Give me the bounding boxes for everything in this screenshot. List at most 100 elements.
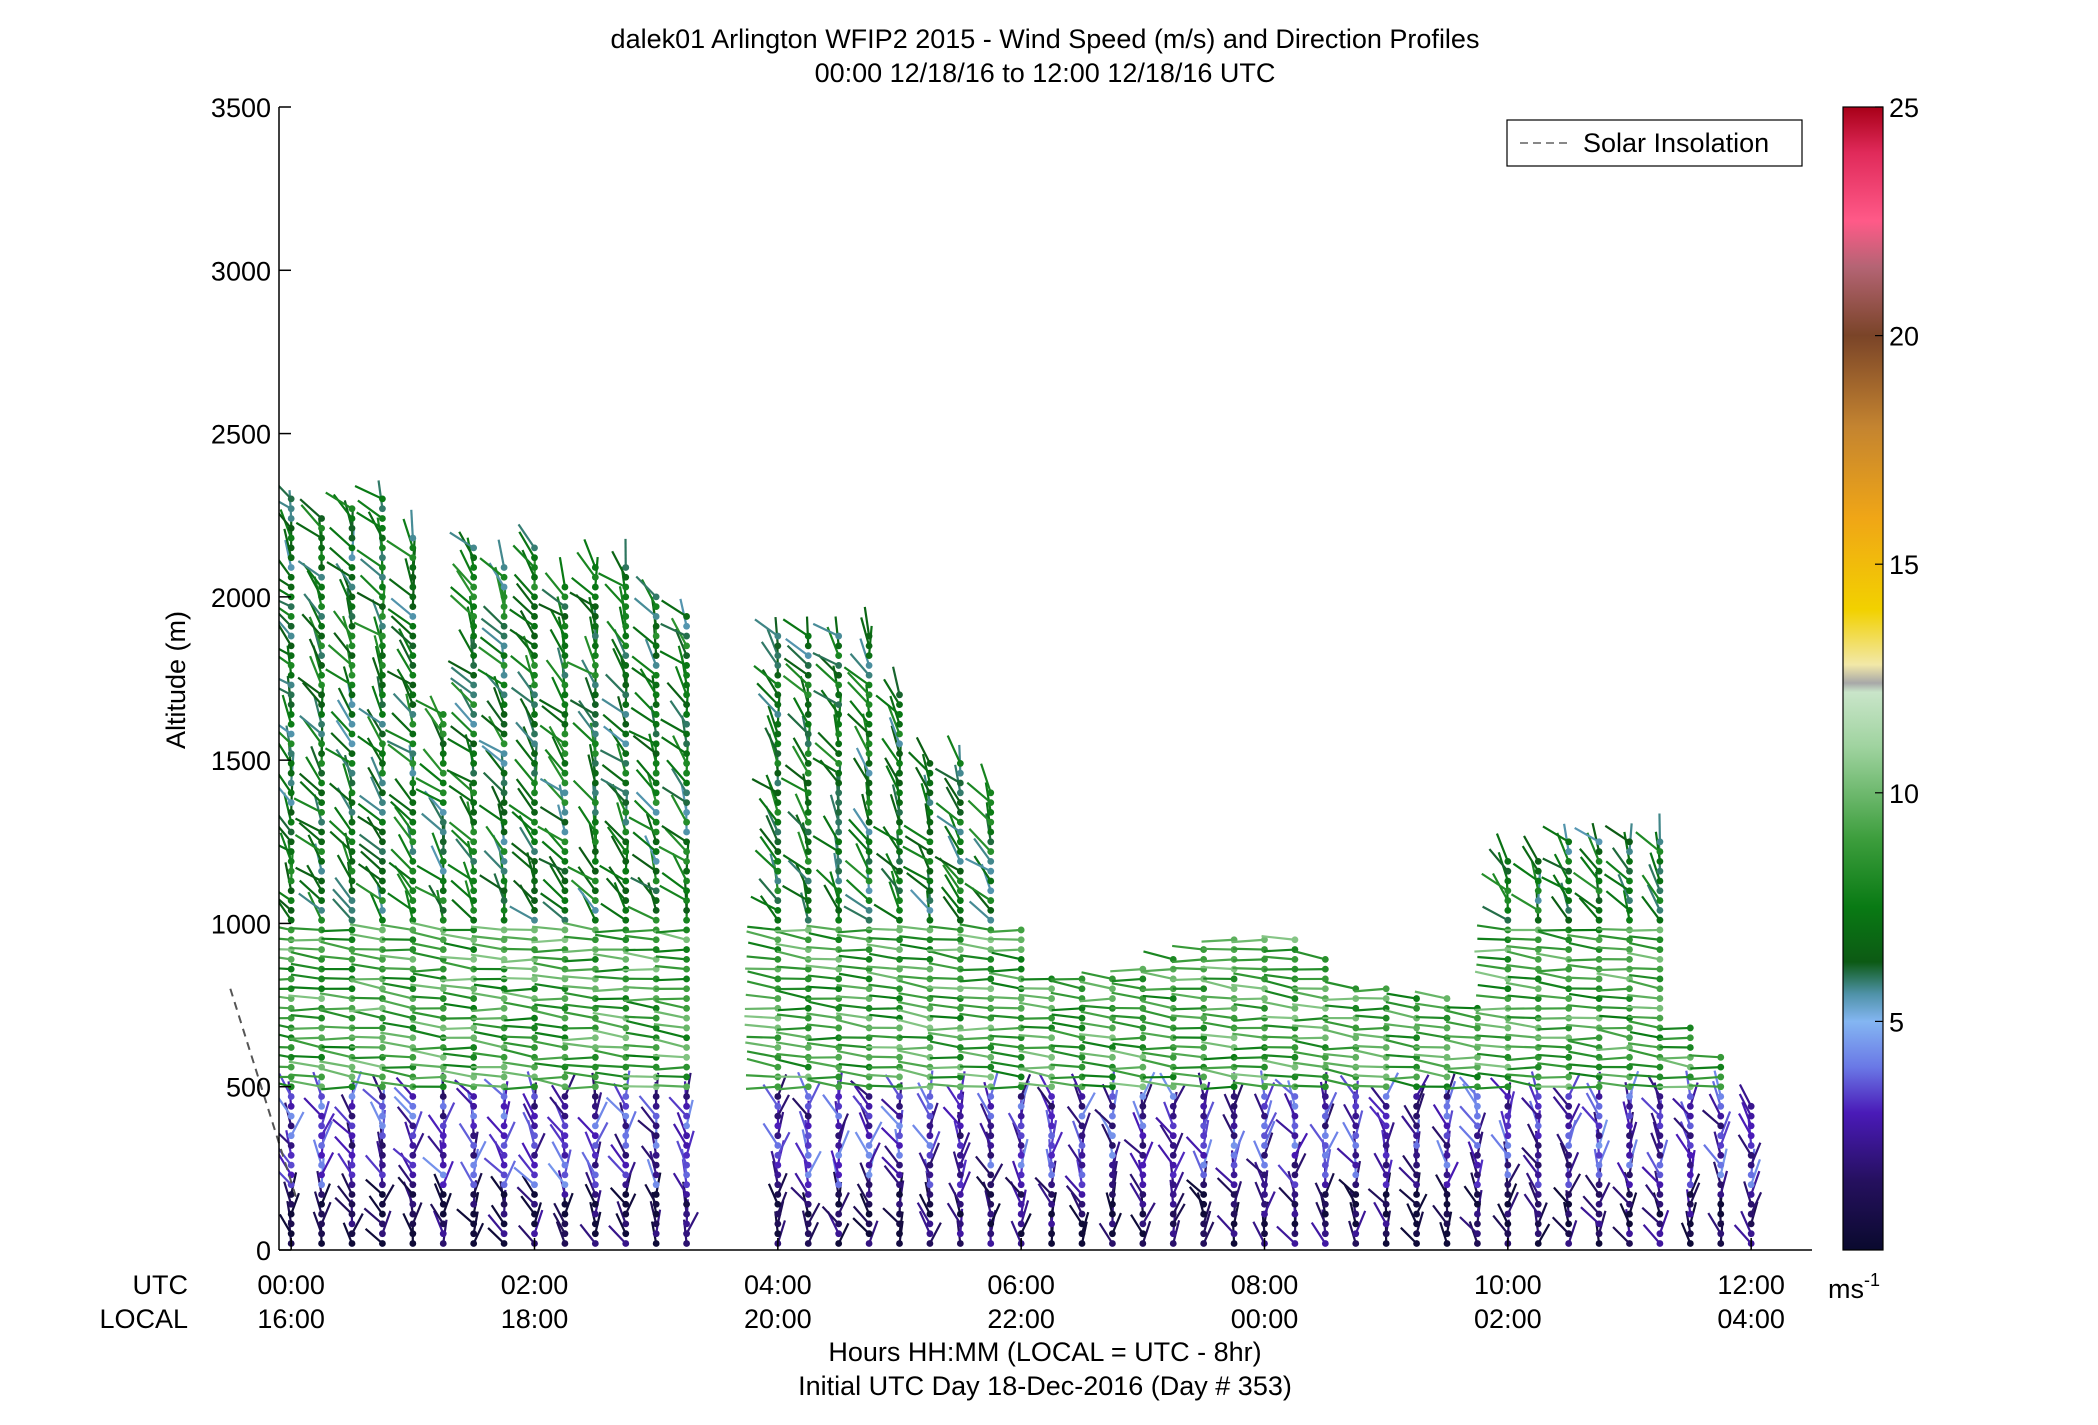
wind-barb-shaft xyxy=(1111,1014,1143,1020)
wind-barb-shaft xyxy=(1275,1118,1296,1137)
wind-barb-point xyxy=(896,760,903,767)
wind-barb-point xyxy=(1200,1112,1208,1120)
wind-barb-shaft xyxy=(488,715,506,745)
wind-barb-point xyxy=(591,1191,599,1198)
wind-barb-point xyxy=(835,1024,843,1032)
wind-barb-point xyxy=(956,1014,964,1022)
wind-barb-shaft xyxy=(504,1017,535,1022)
wind-barb-shaft xyxy=(538,603,566,618)
wind-barb-point xyxy=(591,740,599,748)
wind-barb-point xyxy=(1534,1122,1542,1130)
wind-barb-point xyxy=(1565,877,1573,885)
wind-barb-shaft xyxy=(470,925,505,932)
wind-barb-shaft xyxy=(1567,1103,1581,1127)
wind-barb-shaft xyxy=(791,745,810,774)
wind-barb-point xyxy=(652,1210,660,1218)
wind-barb-shaft xyxy=(1070,1192,1083,1215)
wind-barb-shaft xyxy=(519,697,536,725)
wind-barb-point xyxy=(591,573,599,581)
wind-barb-point xyxy=(622,720,630,728)
wind-barb-point xyxy=(1565,936,1573,944)
wind-barb-shaft xyxy=(1142,1009,1174,1020)
wind-barb-shaft xyxy=(368,1195,384,1215)
wind-barb-point xyxy=(379,750,386,758)
wind-barb-point xyxy=(926,1161,934,1169)
wind-barb-point xyxy=(926,877,934,885)
wind-barb-shaft xyxy=(1445,1020,1478,1030)
wind-barb-point xyxy=(439,779,447,787)
wind-barb-point xyxy=(774,1044,782,1051)
wind-barb-shaft xyxy=(294,834,323,853)
wind-barb-shaft xyxy=(744,1015,778,1020)
wind-barb-shaft xyxy=(299,498,323,520)
wind-barb-shaft xyxy=(1202,1101,1215,1127)
wind-barb-shaft xyxy=(279,723,292,735)
wind-barb-shaft xyxy=(1294,1017,1326,1022)
wind-barb-shaft xyxy=(485,749,505,774)
wind-barb-point xyxy=(774,955,782,963)
wind-barb-point xyxy=(1352,1093,1360,1100)
wind-barb-shaft xyxy=(1384,1075,1417,1081)
wind-barb-shaft xyxy=(410,1048,444,1059)
wind-barb-point xyxy=(1595,848,1603,855)
wind-barb-point xyxy=(774,632,782,640)
wind-barb-point xyxy=(1686,1210,1694,1218)
wind-barb-shaft xyxy=(279,500,292,510)
wind-barb-shaft xyxy=(313,696,323,725)
wind-barb-point xyxy=(1200,1191,1208,1198)
wind-barb-shaft xyxy=(1370,1086,1388,1107)
wind-barb-shaft xyxy=(454,702,475,725)
wind-barb-point xyxy=(561,671,569,679)
wind-barb-point xyxy=(470,1230,478,1238)
wind-barb-point xyxy=(561,1093,569,1100)
wind-barb-shaft xyxy=(606,620,627,647)
wind-barb-shaft xyxy=(1598,1140,1611,1166)
wind-barb-shaft xyxy=(635,791,657,814)
wind-barb-shaft xyxy=(1343,1103,1357,1127)
wind-barb-point xyxy=(470,1122,478,1130)
wind-barb-shaft xyxy=(882,826,901,853)
wind-barb-shaft xyxy=(517,523,536,549)
wind-barb-shaft xyxy=(1068,1204,1083,1225)
wind-barb-point xyxy=(804,1112,812,1120)
wind-barb-point xyxy=(865,867,873,875)
wind-barb-shaft xyxy=(503,1121,516,1146)
wind-barb-shaft xyxy=(342,1222,354,1244)
wind-barb-shaft xyxy=(1291,1003,1326,1010)
wind-barb-shaft xyxy=(872,825,901,843)
wind-barb-shaft xyxy=(1142,994,1174,1000)
wind-barb-shaft xyxy=(1263,1024,1296,1030)
wind-barb-point xyxy=(348,1230,356,1238)
wind-barb-shaft xyxy=(1507,975,1539,981)
wind-barb-shaft xyxy=(382,976,413,981)
wind-barb-point xyxy=(683,1122,690,1130)
wind-barb-shaft xyxy=(497,803,506,833)
wind-barb-shaft xyxy=(1018,1034,1052,1039)
wind-barb-point xyxy=(1717,1122,1725,1130)
x-tick-label-utc: 02:00 xyxy=(501,1270,569,1300)
wind-barb-shaft xyxy=(679,598,688,627)
wind-barb-shaft xyxy=(302,718,323,745)
wind-barb-shaft xyxy=(350,979,383,990)
wind-barb-point xyxy=(683,1240,690,1247)
wind-barb-point xyxy=(287,524,295,532)
wind-barb-point xyxy=(1504,1191,1512,1198)
wind-barb-shaft xyxy=(1202,1201,1212,1225)
wind-barb-point xyxy=(1443,1161,1451,1169)
wind-barb-shaft xyxy=(1680,1222,1692,1244)
wind-barb-point xyxy=(865,711,873,718)
wind-barb-shaft xyxy=(942,1106,962,1127)
wind-barb-point xyxy=(1017,1230,1025,1238)
wind-barb-point xyxy=(500,779,508,787)
wind-barb-point xyxy=(379,662,386,669)
wind-barb-point xyxy=(1534,1093,1542,1100)
wind-barb-point xyxy=(318,1044,325,1051)
wind-barb-shaft xyxy=(279,926,292,932)
wind-barb-point xyxy=(896,701,903,709)
wind-barb-point xyxy=(622,867,630,875)
wind-barb-shaft xyxy=(927,1031,961,1039)
wind-barb-shaft xyxy=(354,485,383,500)
wind-barb-shaft xyxy=(798,1110,810,1137)
wind-barb-point xyxy=(531,1004,538,1012)
wind-barb-shaft xyxy=(957,986,991,990)
